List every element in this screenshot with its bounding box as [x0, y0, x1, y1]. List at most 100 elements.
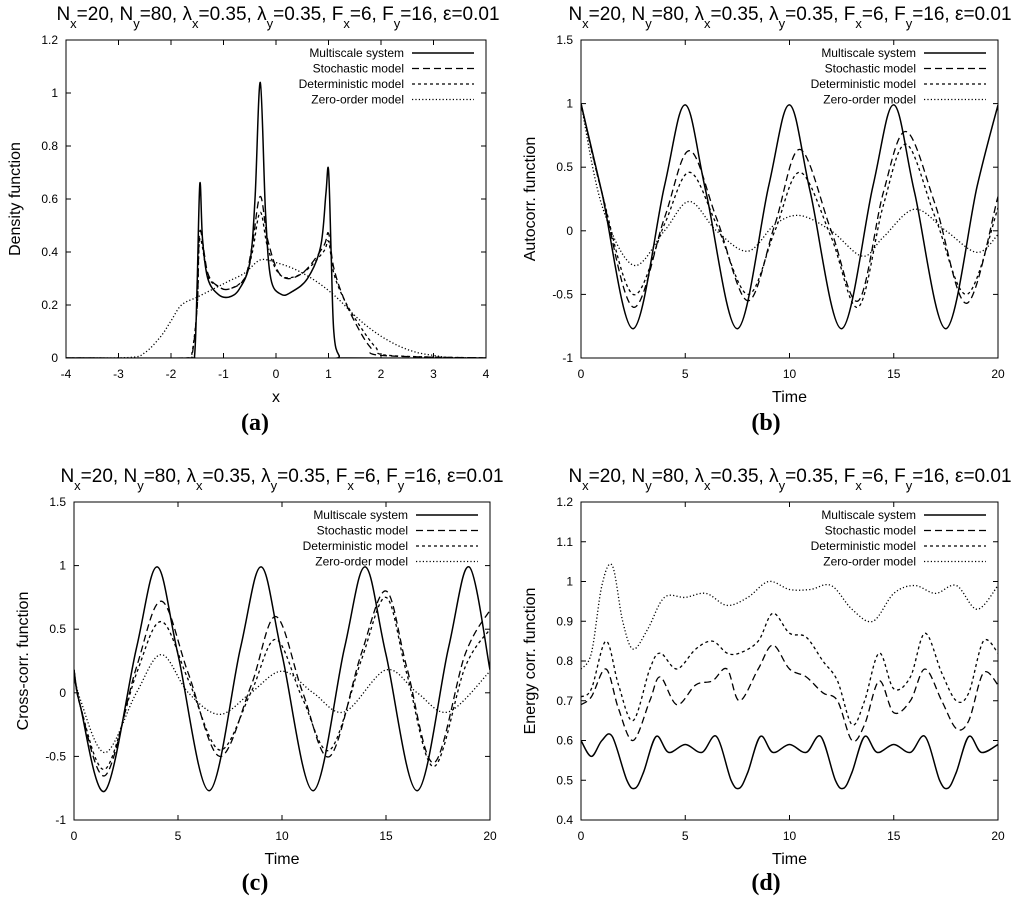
y-tick-label: 0.2	[41, 298, 58, 312]
x-tick-label: -2	[166, 367, 177, 381]
y-tick-label: 1.1	[556, 535, 573, 549]
y-tick-label: -1	[562, 351, 573, 365]
chart-panel-a: Nx=20, Ny=80, λx=0.35, λy=0.35, Fx=6, Fy…	[7, 4, 500, 406]
x-tick-label: 2	[378, 367, 385, 381]
legend-label: Deterministic model	[811, 539, 916, 553]
series-line-multiscale-system	[581, 103, 998, 330]
legend-label: Stochastic model	[317, 524, 408, 538]
y-tick-label: -1	[55, 813, 66, 827]
x-tick-label: 4	[483, 367, 490, 381]
x-tick-label: 1	[325, 367, 332, 381]
legend-label: Stochastic model	[825, 524, 916, 538]
y-tick-label: 1	[59, 559, 66, 573]
x-axis-label: Time	[772, 851, 807, 868]
series-line-deterministic-model	[581, 103, 998, 308]
x-tick-label: 5	[175, 829, 182, 843]
x-tick-label: 0	[578, 367, 585, 381]
y-tick-label: 1	[566, 97, 573, 111]
chart-title: Nx=20, Ny=80, λx=0.35, λy=0.35, Fx=6, Fy…	[60, 466, 503, 493]
y-tick-label: -0.5	[45, 749, 66, 763]
series-line-multiscale-system	[74, 566, 490, 793]
x-tick-label: 20	[991, 829, 1005, 843]
series-line-stochastic-model	[66, 195, 486, 358]
legend-label: Stochastic model	[825, 62, 916, 76]
legend-label: Zero-order model	[823, 93, 916, 107]
panel-label-c: (c)	[241, 870, 269, 896]
x-tick-label: 0	[273, 367, 280, 381]
panel-label-a: (a)	[241, 410, 269, 436]
series-line-deterministic-model	[74, 596, 490, 770]
legend-label: Multiscale system	[821, 46, 916, 60]
plot-frame	[580, 39, 999, 359]
y-tick-label: 0.6	[556, 734, 573, 748]
legend-label: Zero-order model	[315, 555, 408, 569]
series-line-zero-order-model	[74, 653, 490, 754]
x-tick-label: 0	[71, 829, 78, 843]
x-tick-label: 5	[682, 829, 689, 843]
legend-label: Deterministic model	[299, 77, 404, 91]
x-tick-label: 15	[887, 367, 901, 381]
x-tick-label: 15	[887, 829, 901, 843]
y-tick-label: 1.5	[49, 495, 66, 509]
x-tick-label: 10	[783, 829, 797, 843]
chart-title: Nx=20, Ny=80, λx=0.35, λy=0.35, Fx=6, Fy…	[568, 466, 1011, 493]
y-tick-label: 1.2	[41, 33, 58, 47]
y-tick-label: 0.8	[41, 139, 58, 153]
y-tick-label: 0.4	[556, 813, 573, 827]
series-line-deterministic-model	[581, 612, 998, 726]
y-tick-label: 1	[51, 86, 58, 100]
x-axis-label: Time	[772, 389, 807, 406]
y-tick-label: 0	[59, 686, 66, 700]
y-tick-label: 1	[566, 575, 573, 589]
y-tick-label: 1.5	[556, 33, 573, 47]
y-tick-label: 0.5	[49, 622, 66, 636]
x-tick-label: 0	[578, 829, 585, 843]
plot-frame	[73, 501, 491, 821]
series-line-zero-order-model	[66, 258, 486, 358]
x-tick-label: -3	[113, 367, 124, 381]
chart-panel-b: Nx=20, Ny=80, λx=0.35, λy=0.35, Fx=6, Fy…	[522, 4, 1012, 406]
legend-label: Multiscale system	[821, 508, 916, 522]
y-tick-label: 0.7	[556, 694, 573, 708]
y-tick-label: 0.5	[556, 160, 573, 174]
legend-label: Multiscale system	[313, 508, 408, 522]
x-axis-label: Time	[265, 851, 300, 868]
x-tick-label: 20	[483, 829, 497, 843]
x-axis-label: x	[272, 389, 280, 406]
legend-label: Multiscale system	[309, 46, 404, 60]
y-tick-label: 0	[51, 351, 58, 365]
chart-panel-c: Nx=20, Ny=80, λx=0.35, λy=0.35, Fx=6, Fy…	[15, 466, 504, 868]
y-axis-label: Density function	[7, 142, 24, 256]
x-tick-label: 3	[430, 367, 437, 381]
chart-title: Nx=20, Ny=80, λx=0.35, λy=0.35, Fx=6, Fy…	[568, 4, 1011, 31]
series-line-deterministic-model	[66, 211, 486, 358]
y-tick-label: 0.8	[556, 654, 573, 668]
chart-title: Nx=20, Ny=80, λx=0.35, λy=0.35, Fx=6, Fy…	[56, 4, 499, 31]
y-axis-label: Energy corr. function	[522, 588, 539, 735]
series-line-stochastic-model	[581, 103, 998, 308]
series-line-multiscale-system	[66, 81, 486, 358]
y-tick-label: 0.4	[41, 245, 58, 259]
y-axis-label: Cross-corr. function	[15, 592, 32, 731]
x-tick-label: 5	[682, 367, 689, 381]
legend-label: Zero-order model	[311, 93, 404, 107]
legend-label: Zero-order model	[823, 555, 916, 569]
panel-label-b: (b)	[751, 410, 781, 436]
y-axis-label: Autocorr. function	[522, 137, 539, 262]
legend-label: Deterministic model	[303, 539, 408, 553]
x-tick-label: -1	[218, 367, 229, 381]
x-tick-label: -4	[61, 367, 72, 381]
x-tick-label: 20	[991, 367, 1005, 381]
y-tick-label: 1.2	[556, 495, 573, 509]
plot-frame	[65, 39, 487, 359]
panel-label-d: (d)	[751, 870, 781, 896]
y-tick-label: -0.5	[552, 287, 573, 301]
x-tick-label: 10	[783, 367, 797, 381]
x-tick-label: 15	[379, 829, 393, 843]
y-tick-label: 0.6	[41, 192, 58, 206]
y-tick-label: 0.5	[556, 773, 573, 787]
series-line-stochastic-model	[74, 590, 490, 777]
series-line-zero-order-model	[581, 103, 998, 266]
series-line-zero-order-model	[581, 563, 998, 670]
